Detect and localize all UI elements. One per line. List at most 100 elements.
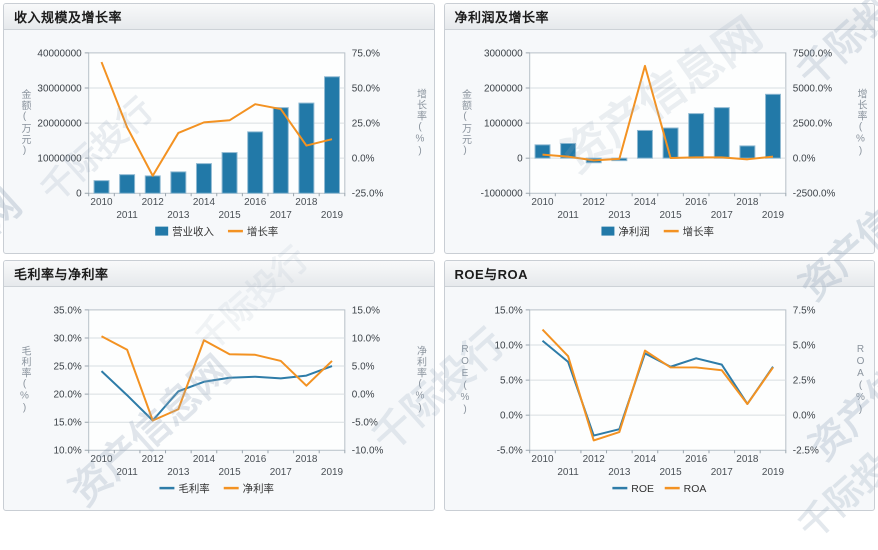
svg-text:2015: 2015 [218, 210, 241, 221]
svg-text:2017: 2017 [270, 467, 293, 478]
svg-text:40000000: 40000000 [37, 48, 82, 59]
svg-text:5.0%: 5.0% [792, 340, 815, 351]
svg-text:-10.0%: -10.0% [352, 446, 384, 457]
svg-text:-5.0%: -5.0% [496, 446, 522, 457]
svg-text:-2.5%: -2.5% [792, 446, 818, 457]
panel-revenue-growth: 收入规模及增长率 0 10000000 20000000 30000000 400000… [3, 3, 435, 254]
svg-text:2011: 2011 [557, 210, 579, 221]
svg-text:净利率: 净利率 [243, 482, 274, 495]
bar [221, 152, 238, 194]
svg-text:20000000: 20000000 [37, 119, 82, 130]
svg-text:2010: 2010 [531, 197, 554, 208]
bar [687, 113, 704, 159]
margins-chart[interactable]: 10.0% 15.0% 20.0% 25.0% 30.0% 35.0% -10.0% -5.0… [4, 287, 434, 510]
svg-text:30.0%: 30.0% [53, 333, 81, 344]
panel-body: -1000000 0 1000000 2000000 3000000 -2500.0% 0.… [445, 30, 875, 253]
roe-roa-chart[interactable]: -5.0% 0.0% 5.0% 10.0% 15.0% -2.5% 0.0% 2.5% 5.0%… [445, 287, 875, 510]
svg-text:35.0%: 35.0% [53, 305, 81, 316]
svg-text:2014: 2014 [633, 197, 656, 208]
svg-text:0.0%: 0.0% [792, 411, 815, 422]
svg-text:营业收入: 营业收入 [172, 225, 214, 238]
line-series [541, 328, 774, 442]
svg-text:10.0%: 10.0% [352, 333, 380, 344]
bar [713, 107, 730, 159]
bar [298, 102, 315, 194]
svg-text:2011: 2011 [116, 467, 138, 478]
bar [559, 142, 576, 159]
bar [195, 163, 212, 194]
svg-text:2013: 2013 [167, 467, 190, 478]
legend-bar-swatch [600, 226, 614, 236]
line-series [101, 335, 333, 422]
panel-netprofit-growth: 净利润及增长率 -1000000 0 1000000 2000000 3000000 -2… [443, 3, 875, 254]
svg-text:0: 0 [76, 189, 82, 200]
left-axis-title: 金额(万元) [459, 89, 471, 157]
svg-text:2010: 2010 [90, 197, 113, 208]
panel-title: 毛利率与净利率 [4, 261, 434, 287]
panel-body: 0 10000000 20000000 30000000 40000000 -25.0% 0… [4, 30, 434, 253]
panel-title: ROE与ROA [444, 261, 874, 287]
svg-text:2012: 2012 [582, 197, 605, 208]
svg-text:2000000: 2000000 [483, 83, 522, 94]
svg-text:0.0%: 0.0% [500, 411, 523, 422]
right-axis-title: 增长率(%) [414, 88, 426, 158]
bar [247, 131, 264, 194]
bar-series [534, 93, 781, 164]
svg-text:0.0%: 0.0% [792, 154, 815, 165]
svg-text:7.5%: 7.5% [792, 305, 815, 316]
svg-text:2013: 2013 [608, 210, 631, 221]
svg-text:2016: 2016 [685, 454, 708, 465]
svg-text:10.0%: 10.0% [494, 340, 522, 351]
netprofit-growth-chart[interactable]: -1000000 0 1000000 2000000 3000000 -2500.0% 0.… [445, 30, 875, 253]
svg-text:2014: 2014 [193, 197, 216, 208]
svg-text:2011: 2011 [116, 210, 138, 221]
svg-text:5.0%: 5.0% [500, 376, 523, 387]
revenue-growth-chart[interactable]: 0 10000000 20000000 30000000 40000000 -25.0% 0… [4, 30, 434, 253]
svg-text:0.0%: 0.0% [352, 154, 375, 165]
svg-text:1000000: 1000000 [483, 119, 522, 130]
svg-text:2015: 2015 [218, 467, 241, 478]
svg-text:2017: 2017 [710, 210, 733, 221]
bar [738, 145, 755, 159]
legend[interactable]: 净利润 增长率 [600, 225, 714, 238]
right-axis-title: 净利率(%) [414, 345, 426, 415]
svg-text:10000000: 10000000 [37, 154, 82, 165]
svg-text:-25.0%: -25.0% [352, 189, 384, 200]
svg-text:-5.0%: -5.0% [352, 418, 378, 429]
svg-text:2018: 2018 [736, 197, 759, 208]
bar [324, 76, 340, 194]
right-axis-title: ROA(%) [855, 344, 866, 416]
svg-text:15.0%: 15.0% [494, 305, 522, 316]
left-axis-title: 毛利率(%) [19, 345, 30, 415]
svg-text:2014: 2014 [193, 454, 216, 465]
svg-text:15.0%: 15.0% [53, 418, 81, 429]
svg-text:ROE: ROE [631, 484, 654, 495]
panel-margins: 毛利率与净利率 10.0% 15.0% 20.0% 25.0% 30.0% 35.0% -1… [3, 260, 435, 511]
panel-body: 10.0% 15.0% 20.0% 25.0% 30.0% 35.0% -10.0% -5.0… [4, 287, 434, 510]
legend[interactable]: 毛利率 净利率 [159, 482, 274, 495]
svg-text:2018: 2018 [295, 454, 318, 465]
svg-text:2010: 2010 [531, 454, 554, 465]
line-series [541, 64, 773, 162]
svg-text:0.0%: 0.0% [352, 390, 375, 401]
svg-text:-1000000: -1000000 [480, 189, 523, 200]
svg-text:15.0%: 15.0% [352, 305, 380, 316]
bar [144, 175, 161, 194]
svg-text:2016: 2016 [244, 454, 267, 465]
legend[interactable]: ROE ROA [611, 484, 706, 495]
svg-text:毛利率: 毛利率 [178, 482, 209, 495]
svg-text:25.0%: 25.0% [53, 362, 81, 373]
svg-text:3000000: 3000000 [483, 48, 522, 59]
svg-text:增长率: 增长率 [682, 225, 713, 238]
bar-series [93, 76, 340, 194]
legend[interactable]: 营业收入 增长率 [155, 225, 278, 238]
svg-text:净利润: 净利润 [618, 225, 649, 238]
svg-text:2018: 2018 [295, 197, 318, 208]
svg-text:2019: 2019 [761, 210, 784, 221]
chart-grid: 收入规模及增长率 0 10000000 20000000 30000000 400000… [3, 3, 875, 511]
svg-text:2018: 2018 [736, 454, 759, 465]
svg-text:2012: 2012 [142, 197, 165, 208]
svg-text:2015: 2015 [659, 467, 682, 478]
svg-text:2017: 2017 [270, 210, 293, 221]
svg-text:2013: 2013 [608, 467, 631, 478]
